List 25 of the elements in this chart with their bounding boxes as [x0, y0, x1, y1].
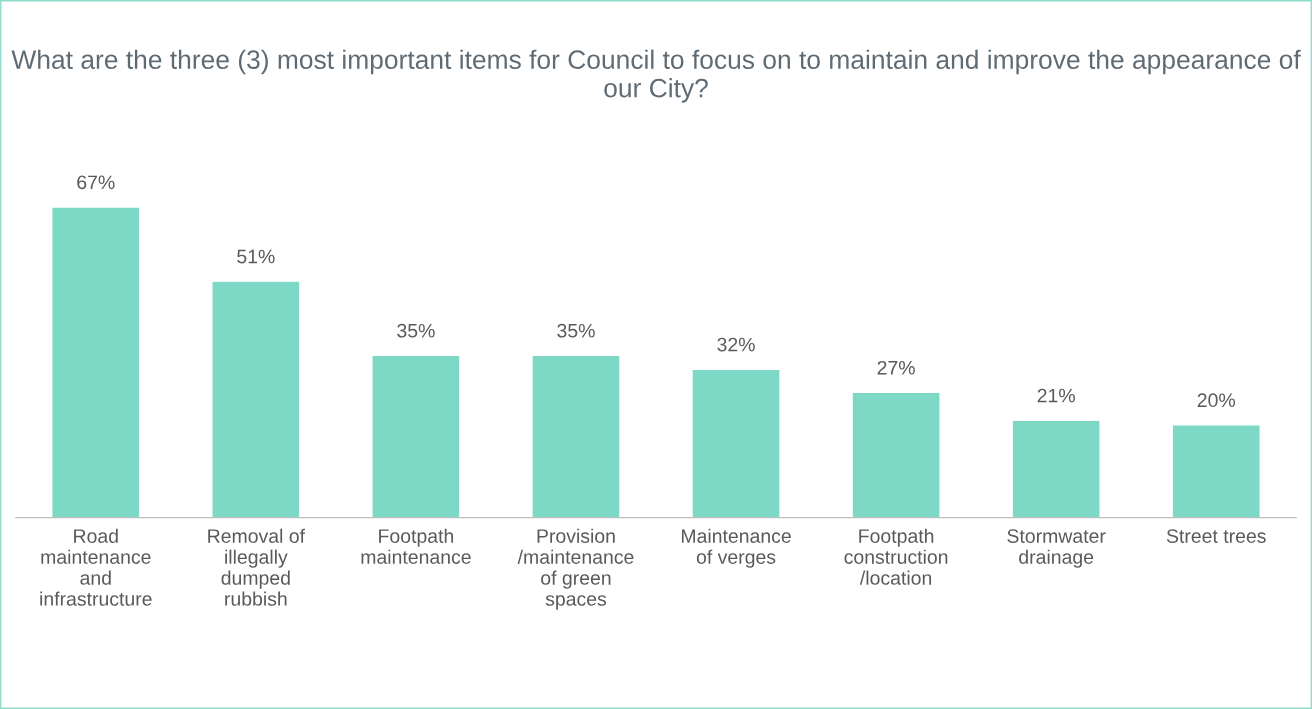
bar: [51, 206, 141, 518]
x-tick-label: Footpath construction /location: [844, 528, 948, 585]
data-label: 20%: [1197, 393, 1235, 408]
chart-title: What are the three (3) most important items for Council to focus on to maintain and improve the appearance of our City?: [11, 49, 1301, 103]
x-tick-label: Street trees: [1166, 529, 1266, 543]
data-label: 35%: [557, 323, 595, 338]
x-tick-label: Footpath maintenance: [361, 528, 471, 564]
data-label: 32%: [717, 337, 755, 352]
x-tick-label: Removal of illegally dumped rubbish: [208, 528, 306, 606]
bar: [1011, 419, 1101, 518]
x-tick-label: Stormwater drainage: [1007, 529, 1106, 568]
x-tick-label: Road maintenance and infrastructure: [40, 528, 152, 606]
data-label: 35%: [397, 323, 435, 338]
data-label: 67%: [77, 175, 115, 190]
data-label: 51%: [237, 249, 275, 264]
bar: [371, 354, 461, 518]
bar: [531, 354, 621, 518]
x-tick-label: Provision /maintenance of green spaces: [517, 528, 634, 610]
data-label: 27%: [877, 360, 915, 375]
bar: [211, 280, 301, 518]
bar: [691, 368, 781, 518]
bar: [851, 391, 941, 518]
x-tick-label: Maintenance of verges: [681, 528, 791, 568]
bar: [1171, 424, 1261, 518]
data-label: 21%: [1037, 388, 1075, 403]
